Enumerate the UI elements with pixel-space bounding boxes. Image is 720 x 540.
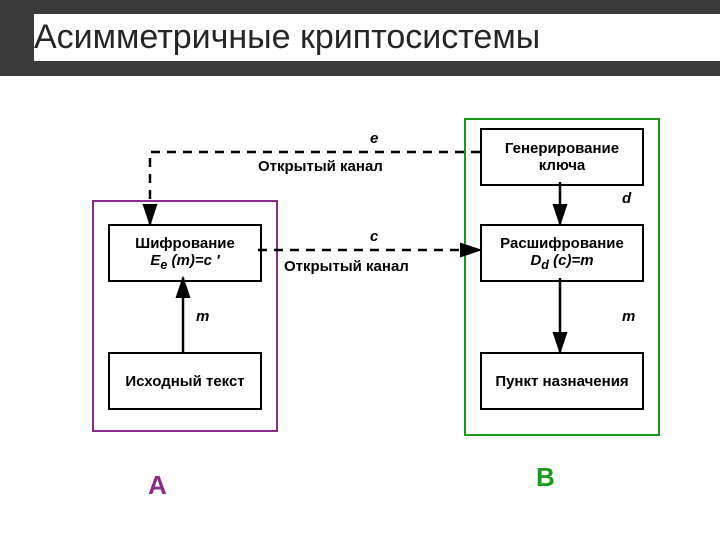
source-label: Исходный текст	[125, 373, 244, 390]
encrypt-E: E	[150, 252, 160, 269]
decrypt-line1: Расшифрование	[500, 235, 624, 252]
encrypt-line1: Шифрование	[135, 235, 235, 252]
decrypt-rest: (c)=m	[549, 252, 594, 269]
label-m1: m	[196, 308, 209, 325]
party-A-label: A	[148, 470, 167, 501]
decrypt-D: D	[530, 252, 541, 269]
party-B-label: B	[536, 462, 555, 493]
label-e: e	[370, 130, 378, 147]
keygen-box: Генерирование ключа	[480, 128, 644, 186]
dest-box: Пункт назначения	[480, 352, 644, 410]
label-m2: m	[622, 308, 635, 325]
decrypt-box: Расшифрование Dd (c)=m	[480, 224, 644, 282]
keygen-label: Генерирование ключа	[482, 140, 642, 174]
encrypt-box: Шифрование Ee (m)=c '	[108, 224, 262, 282]
label-open2: Открытый канал	[284, 258, 409, 275]
slide: Асимметричные криптосистемы Генерировани…	[0, 0, 720, 540]
label-open1: Открытый канал	[258, 158, 383, 175]
dest-label: Пункт назначения	[495, 373, 628, 390]
label-d: d	[622, 190, 631, 207]
source-box: Исходный текст	[108, 352, 262, 410]
label-c: c	[370, 228, 378, 245]
decrypt-d: d	[541, 258, 549, 272]
encrypt-rest: (m)=c '	[167, 252, 219, 269]
page-title: Асимметричные криптосистемы	[34, 14, 720, 61]
